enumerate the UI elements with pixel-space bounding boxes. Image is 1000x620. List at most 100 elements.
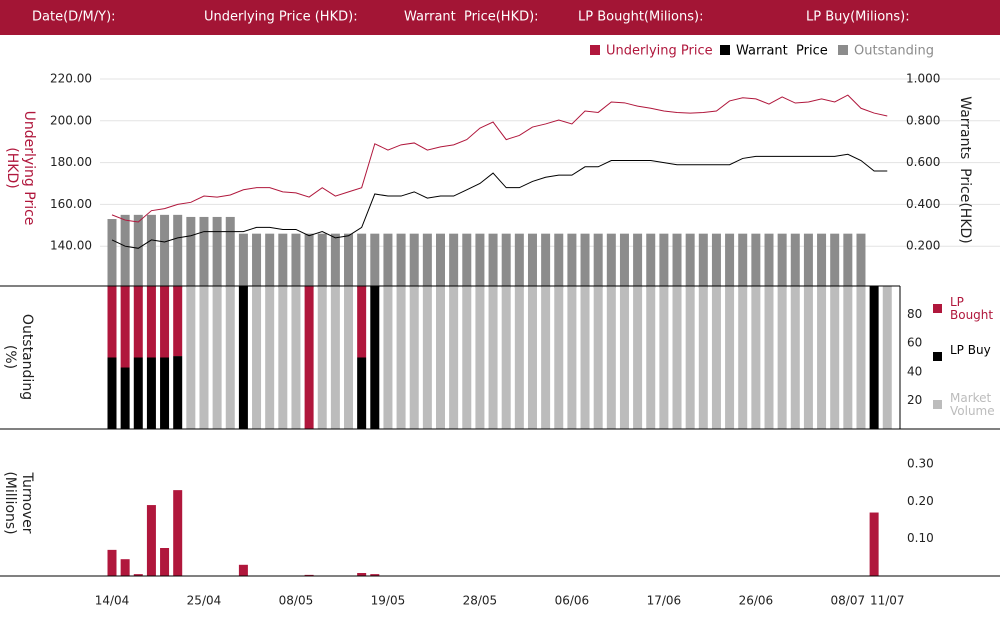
stacked-bar xyxy=(803,286,813,429)
y2-tick-label: 0.600 xyxy=(906,155,940,169)
outstanding-bar xyxy=(212,216,222,288)
outstanding-bar xyxy=(790,233,800,288)
stacked-bar xyxy=(291,286,301,429)
outstanding-bar xyxy=(186,216,196,288)
outstanding-bar xyxy=(265,233,275,288)
stacked-bar xyxy=(764,286,774,429)
y-axis-label: Underlying Price (HKD) xyxy=(4,110,37,226)
outstanding-bar xyxy=(449,233,459,288)
x-tick-label: 17/06 xyxy=(647,594,682,608)
stacked-bar xyxy=(422,286,432,429)
header-bar xyxy=(0,0,1000,35)
stacked-bar xyxy=(869,286,879,429)
outstanding-bar xyxy=(711,233,721,288)
stacked-bar xyxy=(212,286,222,429)
legend-swatch xyxy=(720,45,730,55)
outstanding-bar xyxy=(422,233,432,288)
outstanding-bar xyxy=(659,233,669,288)
x-tick-label: 11/07 xyxy=(870,594,905,608)
outstanding-bar xyxy=(409,233,419,288)
y-tick-label: 200.00 xyxy=(50,113,92,127)
outstanding-bar xyxy=(646,233,656,288)
outstanding-bar xyxy=(238,233,248,288)
outstanding-bar xyxy=(698,233,708,288)
stacked-bar xyxy=(593,286,603,429)
y-tick-label: 0.10 xyxy=(907,531,934,545)
price-line xyxy=(111,153,888,249)
y2-axis-label: Warrants Price(HKD) xyxy=(957,96,974,244)
turnover-bar xyxy=(238,564,248,576)
stacked-bar xyxy=(344,286,354,429)
stacked-bar xyxy=(751,286,761,429)
outstanding-bar xyxy=(856,233,866,288)
stacked-bar xyxy=(554,286,564,429)
stacked-bar xyxy=(738,286,748,429)
x-tick-label: 19/05 xyxy=(371,594,406,608)
stacked-bar xyxy=(173,356,183,429)
stacked-bar xyxy=(501,286,511,429)
x-tick-label: 28/05 xyxy=(463,594,498,608)
turnover-bar xyxy=(304,574,314,576)
stacked-bar xyxy=(633,286,643,429)
header-field: LP Bought(Milions): xyxy=(578,10,703,25)
x-tick-label: 06/06 xyxy=(555,594,590,608)
header-field: Date(D/M/Y): xyxy=(32,10,116,25)
stacked-bar xyxy=(567,286,577,429)
stacked-bar xyxy=(475,286,485,429)
turnover-bar xyxy=(357,573,367,576)
stacked-bar xyxy=(436,286,445,429)
stacked-bar xyxy=(146,357,156,429)
turnover-bar xyxy=(120,559,130,576)
y-tick-label: 0.20 xyxy=(907,494,934,508)
stacked-bar xyxy=(790,286,800,429)
stacked-bar xyxy=(830,286,840,429)
stacked-bar xyxy=(646,286,656,429)
y-tick-label: 220.00 xyxy=(50,72,92,86)
price-line xyxy=(111,94,888,223)
turnover-bar xyxy=(146,505,156,576)
y-tick-label: 180.00 xyxy=(50,155,92,169)
legend-label: LP Buy xyxy=(950,343,991,357)
stacked-bar xyxy=(462,286,472,429)
outstanding-bar xyxy=(383,233,393,288)
stacked-bar xyxy=(449,286,459,429)
legend-swatch xyxy=(933,304,942,313)
outstanding-bar xyxy=(527,233,537,288)
outstanding-bar xyxy=(462,233,472,288)
stacked-bar xyxy=(107,357,117,429)
outstanding-bar xyxy=(173,214,183,288)
y-tick-label: 140.00 xyxy=(50,239,92,253)
outstanding-bar xyxy=(619,233,629,288)
stacked-bar xyxy=(252,286,262,429)
outstanding-bar xyxy=(357,233,367,288)
legend-label: Market Volume xyxy=(950,391,995,418)
stacked-bar xyxy=(238,286,248,429)
outstanding-bar xyxy=(685,233,695,288)
stacked-bar xyxy=(527,286,537,429)
turnover-bar xyxy=(160,548,170,576)
outstanding-bar xyxy=(475,233,485,288)
y-tick-label: 20 xyxy=(907,393,922,407)
stacked-bar xyxy=(133,357,143,429)
stacked-bar xyxy=(698,286,708,429)
stacked-bar xyxy=(409,286,419,429)
outstanding-bar xyxy=(225,216,235,288)
outstanding-bar xyxy=(843,233,853,288)
y2-tick-label: 0.400 xyxy=(906,197,940,211)
stacked-bar xyxy=(173,286,183,357)
legend-swatch xyxy=(838,45,848,55)
y-tick-label: 160.00 xyxy=(50,197,92,211)
stacked-bar xyxy=(357,357,367,429)
stacked-bar xyxy=(541,286,551,429)
stacked-bar xyxy=(882,286,892,429)
turnover-bar xyxy=(107,549,117,576)
outstanding-bar xyxy=(120,214,130,288)
stacked-bar xyxy=(330,286,340,429)
outstanding-bar xyxy=(633,233,643,288)
outstanding-bar xyxy=(317,233,327,288)
outstanding-bar xyxy=(304,233,314,288)
outstanding-bar xyxy=(436,233,445,288)
outstanding-bar xyxy=(199,216,209,288)
outstanding-bar xyxy=(291,233,301,288)
stacked-bar xyxy=(488,286,498,429)
